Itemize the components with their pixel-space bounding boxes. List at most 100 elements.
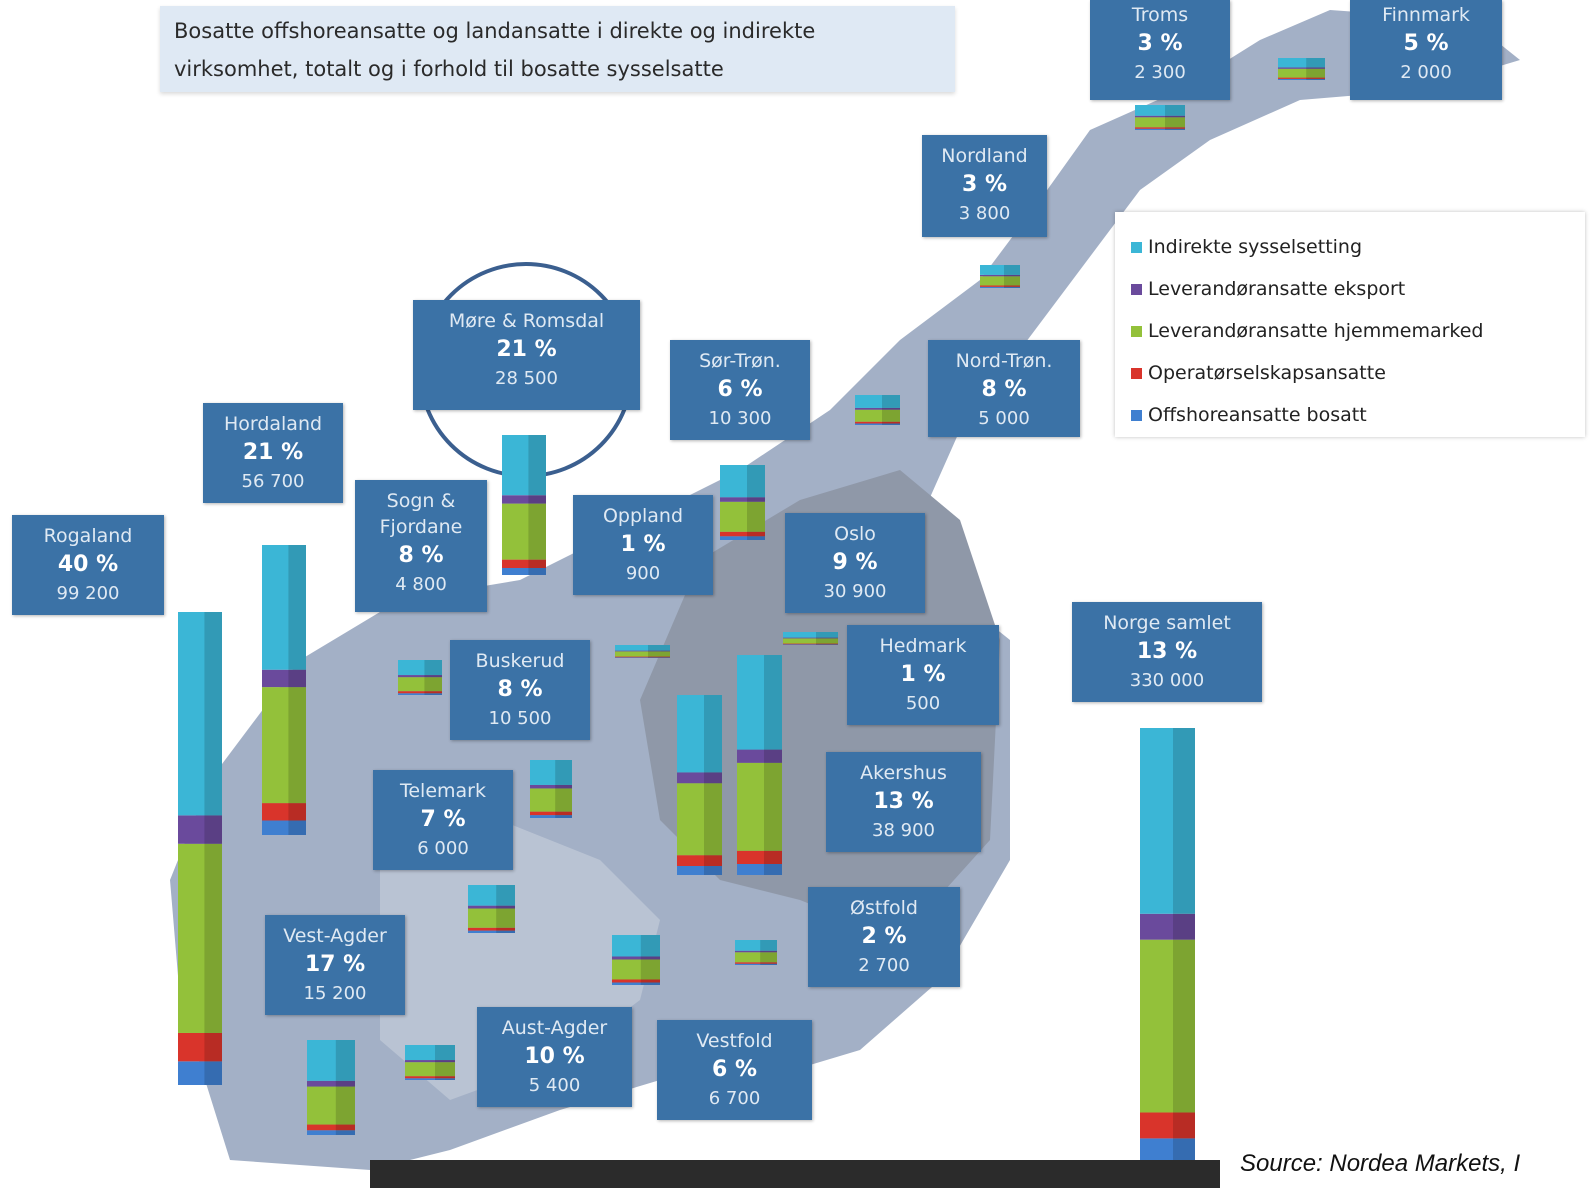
bar-segment <box>398 675 442 678</box>
region-name: Vestfold <box>696 1030 773 1052</box>
legend-label: Leverandøransatte hjemmemarked <box>1148 320 1484 342</box>
bar-segment <box>1278 67 1325 69</box>
bar-segment <box>405 1062 455 1077</box>
bar-shade <box>1173 728 1195 1160</box>
region-percent: 1 % <box>900 662 946 687</box>
bar-shade <box>1004 265 1020 288</box>
bar-segment <box>612 959 660 980</box>
bar-segment <box>468 885 515 906</box>
region-percent: 1 % <box>620 532 666 557</box>
title: Bosatte offshoreansatte og landansatte i… <box>160 6 955 92</box>
region-box: Østfold 2 % 2 700 <box>808 887 960 987</box>
bar-segment <box>612 956 660 960</box>
region-name: Møre & Romsdal <box>448 310 605 332</box>
region-percent: 8 % <box>398 543 444 568</box>
region-count: 4 800 <box>395 574 447 595</box>
bar-shade <box>882 395 900 425</box>
bar-segment <box>1278 58 1325 68</box>
region-percent: 8 % <box>497 677 543 702</box>
region-percent: 10 % <box>524 1044 585 1069</box>
bar-segment <box>783 632 838 638</box>
bar-shade <box>555 760 572 818</box>
region-box: Norge samlet 13 % 330 000 <box>1072 602 1262 702</box>
region-count: 5 000 <box>978 408 1030 429</box>
bar-segment <box>307 1130 355 1135</box>
legend-label: Offshoreansatte bosatt <box>1148 404 1367 426</box>
region-name: Østfold <box>850 897 918 919</box>
bar-segment <box>735 962 777 964</box>
bar-segment <box>615 650 670 652</box>
bar-segment <box>737 850 782 864</box>
region-name: Troms <box>1131 4 1189 26</box>
bar-segment <box>783 637 838 639</box>
bar-segment <box>735 950 777 953</box>
bar-segment <box>398 660 442 676</box>
bar-segment <box>980 274 1020 277</box>
legend-item: Indirekte sysselsetting <box>1131 226 1569 268</box>
region-percent: 2 % <box>861 924 907 949</box>
region-name: Oppland <box>602 505 684 527</box>
legend-item: Operatørselskapsansatte <box>1131 352 1569 394</box>
legend-item: Offshoreansatte bosatt <box>1131 394 1569 436</box>
region-box: Vest-Agder 17 % 15 200 <box>265 915 405 1015</box>
region-count: 28 500 <box>495 368 558 389</box>
region-percent: 13 % <box>873 789 934 814</box>
region-count: 10 300 <box>708 408 772 429</box>
bar-segment <box>677 695 722 773</box>
bar-segment <box>980 285 1020 287</box>
bar-segment <box>783 644 838 645</box>
bar-segment <box>855 423 900 425</box>
region-count: 2 000 <box>1400 62 1452 83</box>
region-name: Aust-Agder <box>501 1017 608 1039</box>
bar-segment <box>677 866 722 875</box>
bar-segment <box>530 788 572 812</box>
bar-segment <box>178 843 222 1033</box>
bar-segment <box>615 651 670 657</box>
bar-shade <box>764 655 782 875</box>
bar-segment <box>980 276 1020 286</box>
bar-segment <box>178 1061 222 1085</box>
bar-segment <box>615 645 670 651</box>
region-percent: 7 % <box>420 807 466 832</box>
bar-shade <box>1306 58 1325 80</box>
bar-segment <box>783 638 838 644</box>
bar-segment <box>178 612 222 816</box>
bar-segment <box>398 677 442 692</box>
legend-swatch <box>1131 410 1142 421</box>
bar-shade <box>204 612 222 1085</box>
bar-segment <box>612 935 660 957</box>
legend-swatch <box>1131 284 1142 295</box>
bar-segment <box>735 940 777 951</box>
bar-segment <box>737 864 782 875</box>
bar-segment <box>720 531 765 537</box>
bar-shade <box>288 545 306 835</box>
region-box: Nordland 3 % 3 800 <box>922 135 1047 237</box>
region-percent: 8 % <box>981 377 1027 402</box>
bar-segment <box>1140 728 1195 914</box>
bar-segment <box>737 762 782 851</box>
region-name: Hordaland <box>223 413 323 435</box>
bar-shade <box>760 940 777 965</box>
region-box: Akershus 13 % 38 900 <box>826 752 981 852</box>
bar-segment <box>530 815 572 818</box>
region-name: Sør-Trøn. <box>699 350 781 372</box>
bar-segment <box>502 559 546 568</box>
bar-shade <box>640 935 660 985</box>
bar-segment <box>1135 117 1185 128</box>
bar-segment <box>502 568 546 575</box>
bottom-bar <box>370 1160 1220 1188</box>
legend-item: Leverandøransatte hjemmemarked <box>1131 310 1569 352</box>
bar-segment <box>783 643 838 645</box>
bar-segment <box>855 409 900 422</box>
bar-segment <box>737 655 782 750</box>
region-box: Vestfold 6 % 6 700 <box>657 1020 812 1120</box>
legend-swatch <box>1131 242 1142 253</box>
bar-shade <box>528 435 546 575</box>
region-name: Rogaland <box>43 525 133 547</box>
bar-segment <box>677 783 722 856</box>
region-count: 3 800 <box>958 203 1011 224</box>
bar-segment <box>677 772 722 784</box>
region-percent: 3 % <box>961 172 1007 197</box>
bar-segment <box>1140 939 1195 1113</box>
bar-segment <box>855 407 900 410</box>
